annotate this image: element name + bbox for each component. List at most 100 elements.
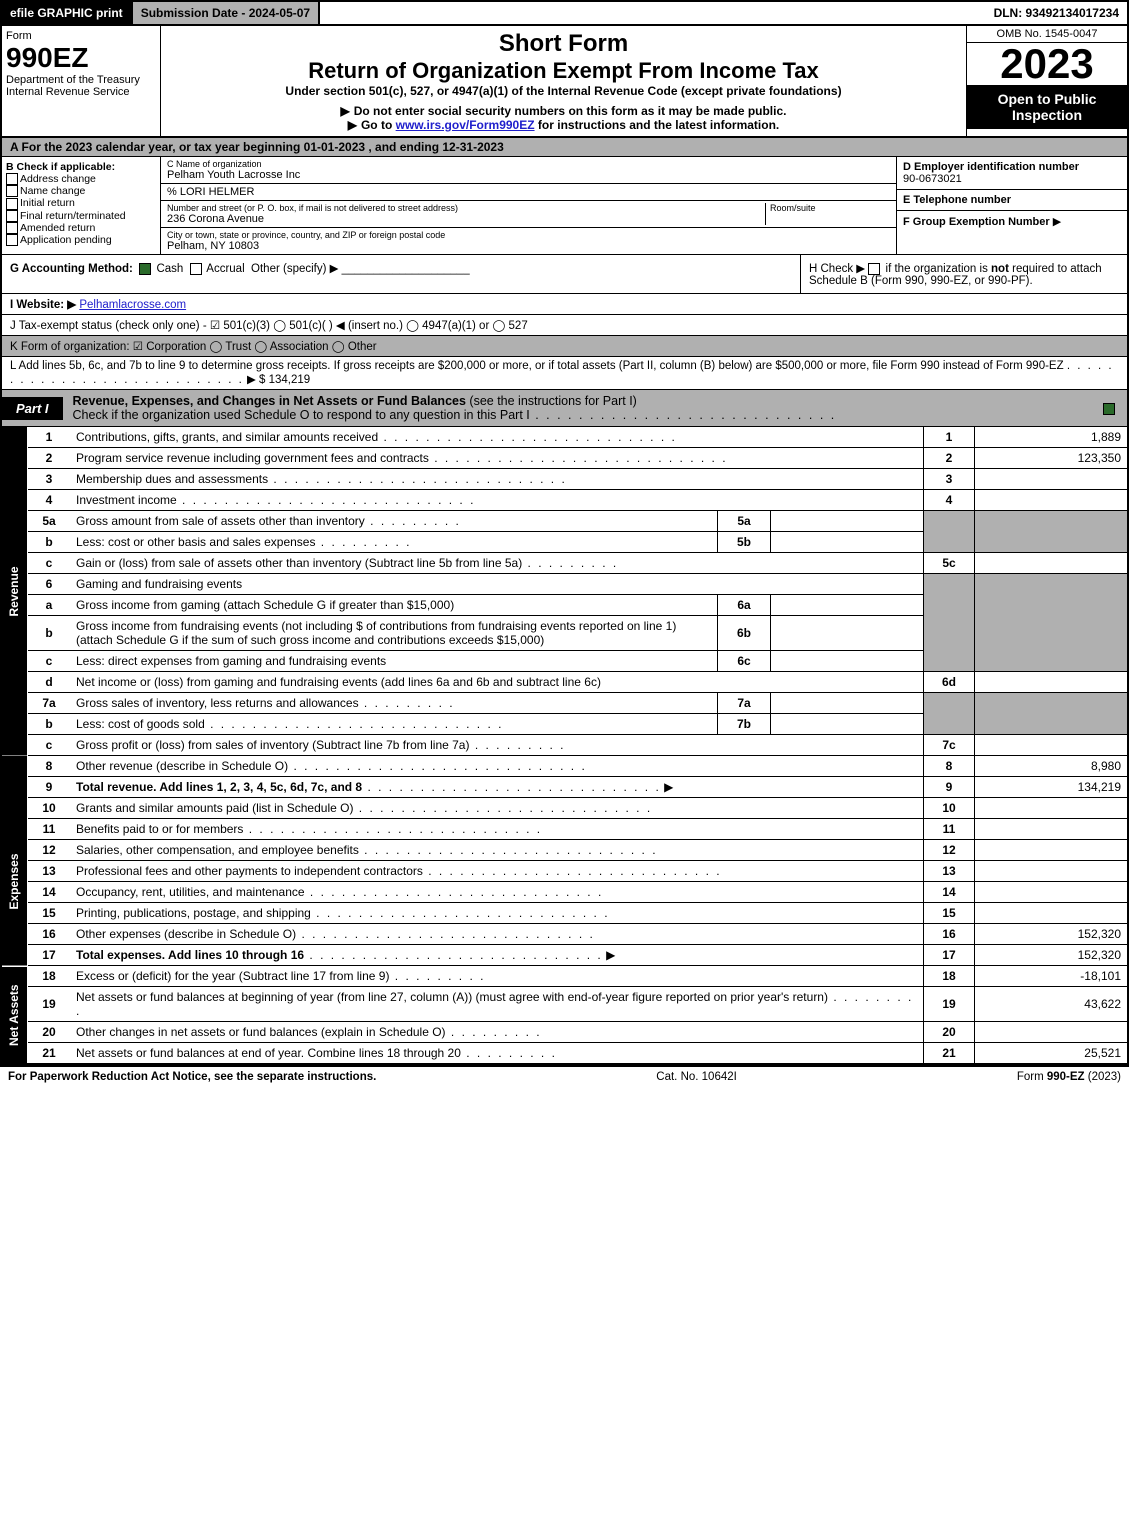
part1-label: Part I [2, 397, 63, 420]
column-def: D Employer identification number 90-0673… [896, 157, 1127, 254]
cash-label: Cash [156, 263, 183, 275]
line-6b-desc: Gross income from fundraising events (no… [76, 619, 676, 647]
city: Pelham, NY 10803 [167, 240, 890, 252]
line-5a-desc: Gross amount from sale of assets other t… [76, 514, 365, 528]
line-14-val [975, 882, 1129, 903]
l-amount: $ 134,219 [259, 374, 310, 386]
line-16-desc: Other expenses (describe in Schedule O) [76, 927, 296, 941]
line-14-num: 14 [924, 882, 975, 903]
c-name-label: C Name of organization [167, 159, 890, 169]
line-12-desc: Salaries, other compensation, and employ… [76, 843, 359, 857]
row-gh: G Accounting Method: Cash Accrual Other … [0, 255, 1129, 294]
line-6a-subnum: 6a [718, 595, 771, 616]
b-label: B Check if applicable: [6, 161, 156, 173]
column-b-checkboxes: B Check if applicable: Address change Na… [2, 157, 161, 254]
l-text: L Add lines 5b, 6c, and 7b to line 9 to … [10, 360, 1064, 372]
irs-label: Internal Revenue Service [6, 86, 156, 98]
line-17-num: 17 [924, 945, 975, 966]
f-arrow: ▶ [1053, 216, 1061, 228]
line-2-num: 2 [924, 448, 975, 469]
line-9-num: 9 [924, 777, 975, 798]
line-17-val: 152,320 [975, 945, 1129, 966]
line-3-desc: Membership dues and assessments [76, 472, 268, 486]
line-6c-subval [771, 651, 924, 672]
line-10-num: 10 [924, 798, 975, 819]
under-section: Under section 501(c), 527, or 4947(a)(1)… [165, 84, 962, 98]
row-k-org-form: K Form of organization: ☑ Corporation ◯ … [0, 336, 1129, 357]
b-opt-pending[interactable]: Application pending [6, 234, 156, 246]
line-3-val [975, 469, 1129, 490]
line-5c-val [975, 553, 1129, 574]
line-13-desc: Professional fees and other payments to … [76, 864, 423, 878]
cash-checkbox[interactable] [139, 263, 151, 275]
line-4-val [975, 490, 1129, 511]
warn-ssn-text: Do not enter social security numbers on … [354, 104, 787, 118]
line-7c-num: 7c [924, 735, 975, 756]
part1-title: Revenue, Expenses, and Changes in Net As… [63, 390, 1103, 426]
h-text2: if the organization is [886, 263, 991, 275]
line-21-desc: Net assets or fund balances at end of ye… [76, 1046, 461, 1060]
footer-center: Cat. No. 10642I [656, 1071, 737, 1083]
line-11-val [975, 819, 1129, 840]
line-16-val: 152,320 [975, 924, 1129, 945]
line-20-desc: Other changes in net assets or fund bala… [76, 1025, 446, 1039]
row-i-website: I Website: ▶ Pelhamlacrosse.com [0, 294, 1129, 315]
line-12-num: 12 [924, 840, 975, 861]
line-19-val: 43,622 [975, 987, 1129, 1022]
line-6d-desc: Net income or (loss) from gaming and fun… [76, 675, 601, 689]
h-not: not [991, 263, 1009, 275]
line-6c-subnum: 6c [718, 651, 771, 672]
line-19-num: 19 [924, 987, 975, 1022]
footer-left: For Paperwork Reduction Act Notice, see … [8, 1071, 376, 1083]
form-number: 990EZ [6, 42, 156, 74]
part1-title-rest: (see the instructions for Part I) [466, 394, 637, 408]
line-5c-num: 5c [924, 553, 975, 574]
line-15-num: 15 [924, 903, 975, 924]
line-10-val [975, 798, 1129, 819]
department: Department of the Treasury [6, 74, 156, 86]
line-15-desc: Printing, publications, postage, and shi… [76, 906, 311, 920]
b-opt-address[interactable]: Address change [6, 173, 156, 185]
column-c-org: C Name of organization Pelham Youth Lacr… [161, 157, 896, 254]
page-footer: For Paperwork Reduction Act Notice, see … [0, 1065, 1129, 1087]
line-5a-subnum: 5a [718, 511, 771, 532]
line-4-desc: Investment income [76, 493, 177, 507]
submission-date: Submission Date - 2024-05-07 [133, 2, 320, 24]
line-13-num: 13 [924, 861, 975, 882]
footer-right: Form 990-EZ (2023) [1017, 1071, 1121, 1083]
line-6b-subnum: 6b [718, 616, 771, 651]
b-opt-initial[interactable]: Initial return [6, 197, 156, 209]
row-l-gross-receipts: L Add lines 5b, 6c, and 7b to line 9 to … [0, 357, 1129, 390]
line-6d-val [975, 672, 1129, 693]
line-10-desc: Grants and similar amounts paid (list in… [76, 801, 353, 815]
b-opt-name[interactable]: Name change [6, 185, 156, 197]
accrual-checkbox[interactable] [190, 263, 202, 275]
b-opt-final[interactable]: Final return/terminated [6, 210, 156, 222]
line-6a-subval [771, 595, 924, 616]
d-label: D Employer identification number [903, 161, 1079, 173]
expenses-side-label: Expenses [1, 798, 28, 966]
website-link[interactable]: Pelhamlacrosse.com [79, 299, 186, 311]
warn-ssn: Do not enter social security numbers on … [165, 104, 962, 118]
goto-text: Go to [361, 118, 396, 132]
line-7b-subval [771, 714, 924, 735]
h-checkbox[interactable] [868, 263, 880, 275]
line-13-val [975, 861, 1129, 882]
part1-check-note: Check if the organization used Schedule … [73, 408, 530, 422]
line-7b-desc: Less: cost of goods sold [76, 717, 205, 731]
b-opt-amended[interactable]: Amended return [6, 222, 156, 234]
dln: DLN: 93492134017234 [986, 2, 1127, 24]
irs-link[interactable]: www.irs.gov/Form990EZ [396, 118, 535, 132]
line-1-val: 1,889 [975, 427, 1129, 448]
line-11-num: 11 [924, 819, 975, 840]
line-9-desc: Total revenue. Add lines 1, 2, 3, 4, 5c,… [76, 780, 362, 794]
part1-schedule-o-checkbox[interactable] [1103, 403, 1115, 415]
line-18-val: -18,101 [975, 966, 1129, 987]
line-5b-subval [771, 532, 924, 553]
short-form-title: Short Form [165, 30, 962, 58]
open-to-public: Open to Public Inspection [967, 85, 1127, 129]
efile-print-label[interactable]: efile GRAPHIC print [2, 2, 133, 24]
org-name: Pelham Youth Lacrosse Inc [167, 169, 890, 181]
form-header: Form 990EZ Department of the Treasury In… [0, 26, 1129, 138]
top-bar: efile GRAPHIC print Submission Date - 20… [0, 0, 1129, 26]
